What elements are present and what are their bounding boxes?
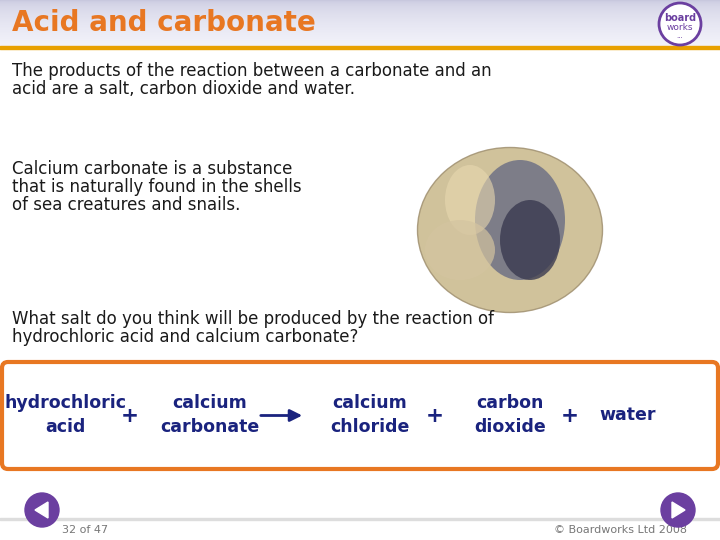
- Polygon shape: [672, 502, 685, 518]
- Text: calcium: calcium: [333, 395, 408, 413]
- FancyBboxPatch shape: [2, 362, 718, 469]
- Text: ...: ...: [677, 33, 683, 39]
- Text: carbon: carbon: [477, 395, 544, 413]
- Text: acid: acid: [45, 418, 85, 436]
- Text: hydrochloric acid and calcium carbonate?: hydrochloric acid and calcium carbonate?: [12, 328, 359, 346]
- Text: carbonate: carbonate: [161, 418, 260, 436]
- Circle shape: [659, 3, 701, 45]
- Text: acid are a salt, carbon dioxide and water.: acid are a salt, carbon dioxide and wate…: [12, 80, 355, 98]
- Text: works: works: [667, 24, 693, 32]
- Ellipse shape: [500, 200, 560, 280]
- Text: 32 of 47: 32 of 47: [62, 525, 108, 535]
- Ellipse shape: [418, 147, 603, 313]
- Ellipse shape: [475, 160, 565, 280]
- Text: Calcium carbonate is a substance: Calcium carbonate is a substance: [12, 160, 292, 178]
- Text: +: +: [426, 406, 444, 426]
- Text: that is naturally found in the shells: that is naturally found in the shells: [12, 178, 302, 196]
- Text: dioxide: dioxide: [474, 418, 546, 436]
- Circle shape: [25, 493, 59, 527]
- Text: +: +: [121, 406, 139, 426]
- Ellipse shape: [425, 220, 495, 280]
- Text: What salt do you think will be produced by the reaction of: What salt do you think will be produced …: [12, 310, 494, 328]
- Text: water: water: [600, 407, 656, 424]
- Polygon shape: [35, 502, 48, 518]
- Text: hydrochloric: hydrochloric: [4, 395, 126, 413]
- FancyBboxPatch shape: [0, 46, 720, 540]
- Text: calcium: calcium: [173, 395, 248, 413]
- Ellipse shape: [445, 165, 495, 235]
- Text: The products of the reaction between a carbonate and an: The products of the reaction between a c…: [12, 62, 492, 80]
- Text: Acid and carbonate: Acid and carbonate: [12, 9, 316, 37]
- Circle shape: [661, 493, 695, 527]
- Text: © Boardworks Ltd 2008: © Boardworks Ltd 2008: [554, 525, 686, 535]
- Text: of sea creatures and snails.: of sea creatures and snails.: [12, 196, 240, 214]
- Text: chloride: chloride: [330, 418, 410, 436]
- Text: +: +: [561, 406, 579, 426]
- Text: board: board: [664, 13, 696, 23]
